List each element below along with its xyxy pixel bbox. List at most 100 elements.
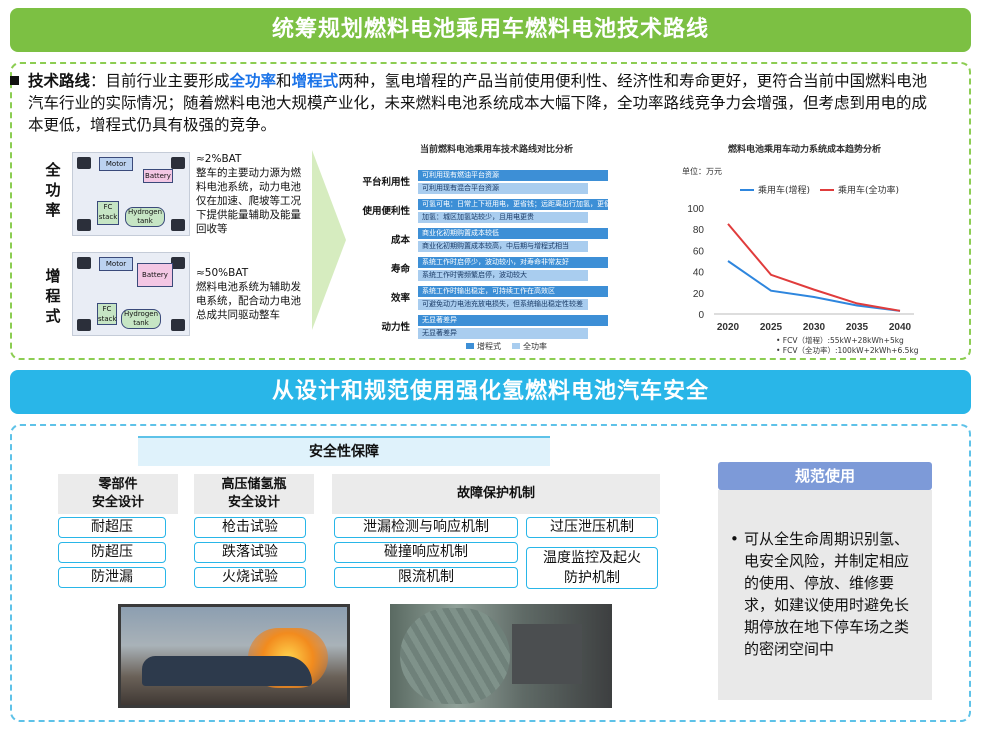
- y-tick-label: 80: [693, 225, 705, 236]
- tank-item: 枪击试验: [194, 517, 306, 538]
- tank-item: 火烧试验: [194, 567, 306, 588]
- fault-item: 泄漏检测与响应机制: [334, 517, 518, 538]
- tank-item: 跌落试验: [194, 542, 306, 563]
- wheel-icon: [77, 157, 91, 169]
- test-frame: [118, 604, 350, 708]
- standard-use-text: 可从全生命周期识别氢、电安全风险，并制定相应的使用、停放、维修要求，如建议使用时…: [744, 530, 910, 658]
- y-tick-label: 60: [693, 246, 705, 257]
- compare-bar-full-power: 商业化初期购置成本较高，中后期与增程式相当: [418, 241, 588, 252]
- fault-protection-head: 故障保护机制: [332, 474, 660, 514]
- intro-paragraph: 技术路线：目前行业主要形成全功率和增程式两种，氢电增程的产品当前使用便利性、经济…: [10, 70, 928, 136]
- compare-bar-range-extender: 可氢可电：日常上下班用电，更省钱；远距离出行加氢，更便捷: [418, 199, 608, 210]
- line-chart-title: 燃料电池乘用车动力系统成本趋势分析: [728, 145, 882, 155]
- y-tick-label: 0: [698, 310, 704, 321]
- wheel-icon: [171, 219, 185, 231]
- full-power-ratio: ≈2%BAT: [196, 153, 242, 165]
- bullet-dot-icon: •: [730, 530, 739, 548]
- safety-panel: [10, 424, 971, 722]
- legend-swatch: [512, 343, 520, 349]
- compare-row-label: 动力性: [381, 322, 410, 333]
- fault-item: 限流机制: [334, 567, 518, 588]
- highlight-full-power: 全功率: [229, 72, 277, 90]
- compare-bar-range-extender: 可利用现有燃油平台资源: [418, 170, 608, 181]
- y-tick-label: 40: [693, 268, 705, 279]
- y-tick-label: 100: [687, 204, 704, 215]
- legend-label: 乘用车(全功率): [838, 184, 899, 196]
- standard-use-head: 规范使用: [718, 462, 932, 490]
- battery-box: Battery: [137, 263, 173, 287]
- wheel-icon: [77, 257, 91, 269]
- x-tick-label: 2025: [760, 322, 783, 333]
- fault-item: 碰撞响应机制: [334, 542, 518, 563]
- compare-row-label: 使用便利性: [362, 206, 410, 217]
- wheel-icon: [171, 257, 185, 269]
- x-tick-label: 2020: [717, 322, 740, 333]
- compare-row-label: 寿命: [390, 264, 410, 275]
- section-banner-tech-route: 统筹规划燃料电池乘用车燃料电池技术路线: [10, 8, 971, 52]
- tech-route-panel: [10, 62, 971, 360]
- compare-bar-full-power: 加氢：城区加氢站较少，且用电更贵: [418, 212, 588, 223]
- series-line: [727, 223, 901, 312]
- x-tick-label: 2040: [889, 322, 912, 333]
- legend-label: 全功率: [523, 342, 547, 351]
- range-extender-text: 燃料电池系统为辅助发电系统，配合动力电池总成共同驱动整车: [196, 281, 301, 321]
- compare-bar-full-power: 无显著差异: [418, 328, 588, 339]
- compare-row-label: 成本: [390, 235, 410, 246]
- wheel-icon: [171, 157, 185, 169]
- fault-item: 过压泄压机制: [526, 517, 658, 538]
- compare-bar-full-power: 可利用现有混合平台资源: [418, 183, 588, 194]
- range-extender-ratio: ≈50%BAT: [196, 267, 249, 279]
- bullet-square-icon: [10, 76, 19, 85]
- compare-chart-title: 当前燃料电池乘用车技术路线对比分析: [420, 145, 574, 155]
- legend-swatch: [466, 343, 474, 349]
- full-power-text: 整车的主要动力源为燃料电池系统，动力电池仅在加速、爬坡等工况下提供能量辅助及能量…: [196, 167, 301, 235]
- legend-full-power: 全功率: [512, 341, 547, 352]
- parts-item: 耐超压: [58, 517, 166, 538]
- chevron-right-icon: [312, 150, 346, 330]
- motor-box: Motor: [99, 257, 133, 271]
- legend-label: 乘用车(增程): [758, 184, 810, 196]
- compare-row-label: 平台利用性: [362, 177, 410, 188]
- footnote: • FCV（全功率）:100kW+2kWh+6.5kg: [776, 345, 919, 355]
- battery-box: Battery: [143, 169, 173, 183]
- range-extender-desc: ≈50%BAT 燃料电池系统为辅助发电系统，配合动力电池总成共同驱动整车: [196, 266, 306, 322]
- full-power-desc: ≈2%BAT 整车的主要动力源为燃料电池系统，动力电池仅在加速、爬坡等工况下提供…: [196, 152, 306, 236]
- gunshot-test-photo: [390, 604, 612, 708]
- section-banner-safety: 从设计和规范使用强化氢燃料电池汽车安全: [10, 370, 971, 414]
- compare-bar-full-power: 可避免动力电池充放电损失，但系统输出稳定性较差: [418, 299, 588, 310]
- test-rig-shape: [512, 624, 582, 684]
- intro-text-1: ：目前行业主要形成: [90, 72, 230, 90]
- legend-label: 增程式: [477, 342, 501, 351]
- series-line: [727, 260, 901, 312]
- fire-test-photo: [118, 604, 350, 708]
- compare-bar-range-extender: 系统工作时输出稳定，可持续工作在高效区: [418, 286, 608, 297]
- parts-safety-head: 零部件 安全设计: [58, 474, 178, 514]
- wheel-icon: [77, 219, 91, 231]
- hydrogen-tank-box: Hydrogen tank: [121, 309, 161, 329]
- y-tick-label: 20: [693, 289, 705, 300]
- compare-bar-range-extender: 商业化初期购置成本较低: [418, 228, 608, 239]
- x-tick-label: 2030: [803, 322, 826, 333]
- highlight-range-extender: 增程式: [291, 72, 339, 90]
- hydrogen-tank-box: Hydrogen tank: [125, 207, 165, 227]
- wheel-icon: [171, 319, 185, 331]
- standard-use-body: • 可从全生命周期识别氢、电安全风险，并制定相应的使用、停放、维修要求，如建议使…: [718, 490, 932, 700]
- fc-stack-box: FC stack: [97, 303, 117, 325]
- footnote: • FCV（增程）:55kW+28kWh+5kg: [776, 335, 904, 345]
- full-power-diagram: Motor Battery FC stack Hydrogen tank: [72, 152, 190, 236]
- full-power-label: 全功率: [45, 161, 61, 219]
- range-extender-label: 增程式: [45, 267, 61, 325]
- fc-stack-box: FC stack: [97, 201, 119, 225]
- wheel-icon: [77, 319, 91, 331]
- intro-bold-label: 技术路线: [28, 72, 91, 90]
- x-tick-label: 2035: [846, 322, 869, 333]
- car-silhouette: [142, 656, 312, 686]
- parts-item: 防泄漏: [58, 567, 166, 588]
- parts-item: 防超压: [58, 542, 166, 563]
- fault-item: 温度监控及起火防护机制: [526, 547, 658, 589]
- intro-text-2: 和: [276, 72, 292, 90]
- motor-box: Motor: [99, 157, 133, 171]
- intro-text-3: 两种，氢电增程的产品当前使用便利性、经济性和寿命更好，更符合当前中国燃料电池汽车…: [28, 72, 928, 134]
- compare-row-label: 效率: [390, 293, 410, 304]
